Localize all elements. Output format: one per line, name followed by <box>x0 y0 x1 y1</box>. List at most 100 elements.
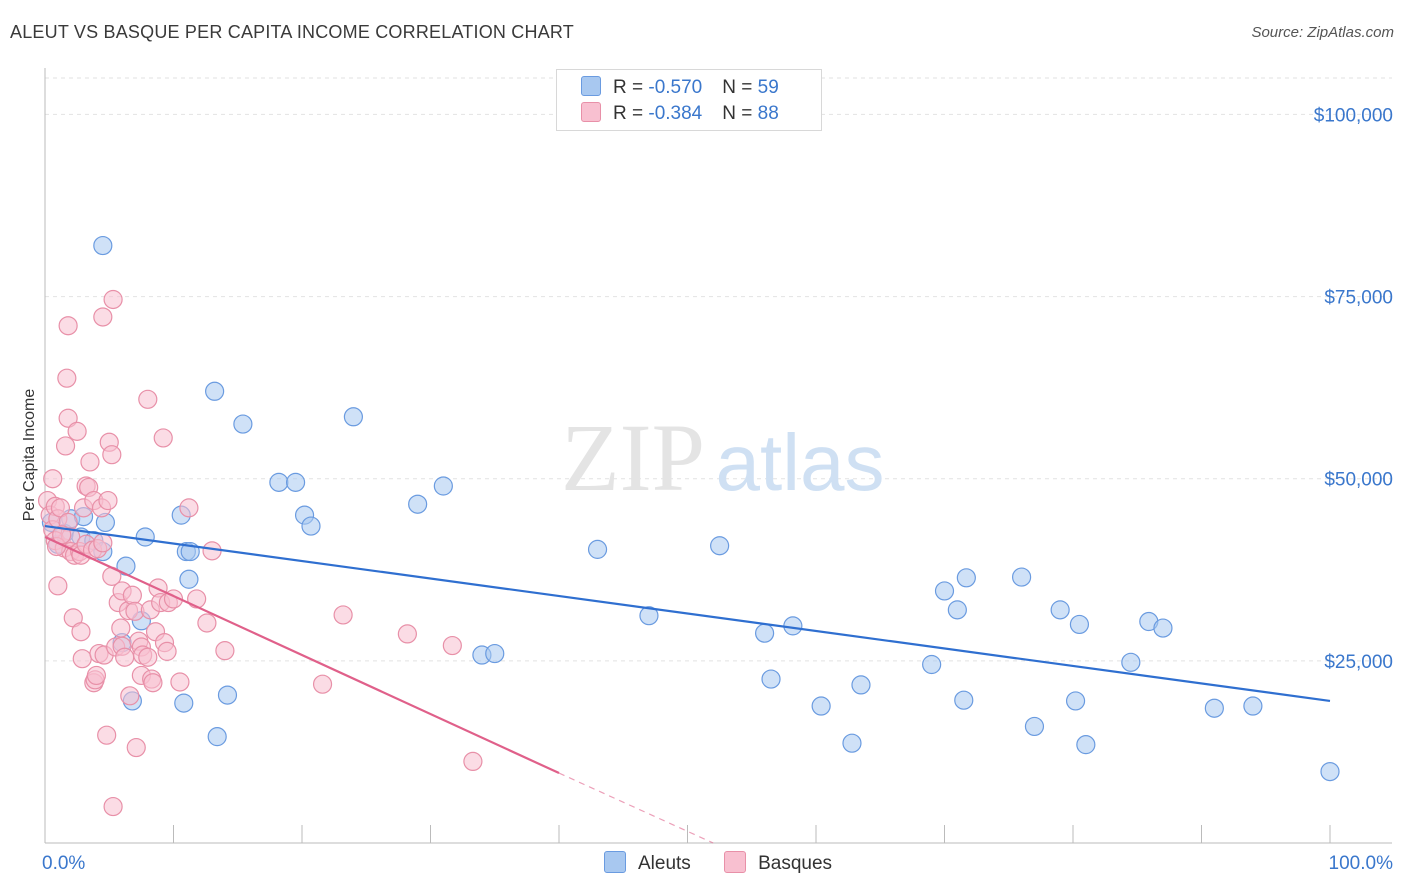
data-point <box>102 445 122 465</box>
data-point <box>1050 600 1070 620</box>
data-point <box>202 541 222 561</box>
legend-swatch-aleuts <box>581 76 601 96</box>
data-point <box>842 733 862 753</box>
series-legend: Aleuts Basques <box>604 851 860 875</box>
legend-row-aleuts: R = -0.570 N = 59 <box>581 76 779 98</box>
data-point <box>97 725 117 745</box>
data-point <box>93 235 113 256</box>
data-point <box>442 635 462 656</box>
legend-r-label: R = <box>613 77 649 98</box>
correlation-legend: R = -0.570 N = 59 R = -0.384 N = 88 <box>556 69 822 131</box>
data-point <box>120 686 140 706</box>
legend-item-basques[interactable]: Basques <box>724 851 832 875</box>
data-point <box>1320 761 1340 782</box>
y-tick-label: $75,000 <box>1324 288 1393 309</box>
tick-labels: $25,000 $50,000 $75,000 $100,000 0.0% 100.0% <box>42 105 1393 874</box>
data-point <box>126 737 146 758</box>
data-point <box>57 368 77 388</box>
data-point <box>98 490 118 511</box>
data-point <box>485 643 505 664</box>
trend-layer <box>44 524 1331 844</box>
data-point <box>269 472 289 492</box>
data-point <box>1076 735 1096 755</box>
data-point <box>43 469 63 489</box>
data-point <box>179 569 199 589</box>
data-point <box>207 727 227 747</box>
data-point <box>71 622 91 642</box>
legend-item-aleuts[interactable]: Aleuts <box>604 851 691 875</box>
data-point <box>115 647 135 667</box>
legend-swatch-basques <box>581 102 601 122</box>
data-point <box>754 623 775 643</box>
data-point <box>111 618 131 638</box>
data-point <box>48 576 68 596</box>
data-point <box>710 536 730 556</box>
legend-label-aleuts: Aleuts <box>638 853 691 874</box>
data-point <box>301 516 321 536</box>
legend-label-basques: Basques <box>758 853 833 874</box>
data-point <box>138 389 158 409</box>
data-point <box>174 693 194 713</box>
data-point <box>135 527 155 547</box>
data-point <box>86 665 107 686</box>
data-point <box>1024 716 1045 737</box>
data-point <box>956 568 976 588</box>
data-point <box>217 685 238 705</box>
data-point <box>1011 567 1032 587</box>
data-point <box>93 307 113 327</box>
data-point <box>761 669 781 689</box>
data-point <box>58 316 78 336</box>
data-point <box>285 472 306 492</box>
legend-r-value-aleuts: -0.570 <box>648 77 703 98</box>
data-point <box>187 589 207 609</box>
y-tick-label: $50,000 <box>1324 470 1393 491</box>
y-axis-label: Per Capita Income <box>21 388 38 522</box>
data-point <box>433 476 453 496</box>
data-point <box>143 673 163 693</box>
series-layer <box>37 235 1340 817</box>
data-point <box>93 533 113 553</box>
legend-n-label: N = <box>722 103 758 124</box>
data-point <box>157 641 177 661</box>
data-point <box>397 624 417 644</box>
x-tick-label-end: 100.0% <box>1329 853 1394 874</box>
data-point <box>343 407 363 427</box>
data-point <box>639 606 659 626</box>
data-point <box>1204 698 1224 718</box>
data-point <box>67 421 87 441</box>
data-point <box>197 613 217 633</box>
trend-line-aleuts <box>44 524 1331 703</box>
axes <box>44 68 1392 844</box>
data-point <box>1069 614 1090 635</box>
data-point <box>138 647 158 667</box>
data-point <box>954 690 974 710</box>
x-tick-label-start: 0.0% <box>42 853 85 874</box>
data-point <box>205 381 225 401</box>
series-basques <box>37 289 483 817</box>
data-point <box>934 581 955 601</box>
data-point <box>170 672 190 692</box>
legend-row-basques: R = -0.384 N = 88 <box>581 102 779 124</box>
data-point <box>215 641 235 661</box>
data-point <box>1153 618 1173 638</box>
data-point <box>312 674 333 694</box>
data-point <box>103 796 123 817</box>
legend-n-label: N = <box>722 77 758 98</box>
data-point <box>153 428 173 448</box>
data-point <box>1243 696 1263 716</box>
data-point <box>811 696 831 716</box>
trend-line-basques <box>44 536 560 775</box>
y-tick-label: $100,000 <box>1314 105 1393 126</box>
data-point <box>122 585 142 605</box>
trend-extension-basques <box>558 772 714 844</box>
legend-r-label: R = <box>613 103 649 124</box>
data-point <box>587 539 608 559</box>
legend-n-value-basques: 88 <box>757 103 779 124</box>
data-point <box>463 751 483 772</box>
y-tick-label: $25,000 <box>1324 652 1393 673</box>
watermark: ZIP atlas <box>561 404 884 511</box>
data-point <box>333 605 353 625</box>
data-point <box>103 289 123 310</box>
chart-title: ALEUT VS BASQUE PER CAPITA INCOME CORREL… <box>10 22 574 42</box>
